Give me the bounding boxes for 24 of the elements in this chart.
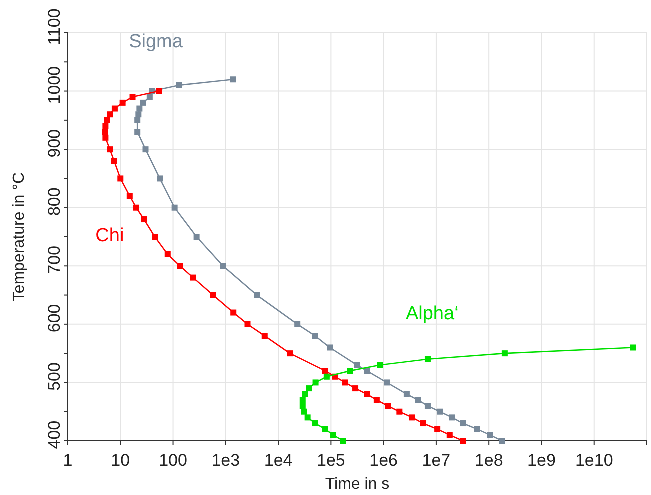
x-tick-label: 10	[111, 451, 130, 470]
y-tick-label: 400	[44, 420, 64, 450]
y-tick-label: 700	[44, 246, 64, 274]
y-tick-label: 800	[44, 188, 64, 216]
x-tick-label: 1e6	[370, 451, 398, 470]
y-axis-title: Temperature in °C	[11, 172, 28, 302]
y-tick-label: 1100	[44, 8, 64, 46]
y-tick-label: 500	[44, 362, 64, 391]
series-label: Sigma	[129, 31, 184, 52]
y-tick-label: 600	[44, 304, 64, 333]
x-tick-label: 1e9	[528, 451, 556, 470]
x-tick-label: 1e4	[264, 451, 293, 470]
x-axis-title: Time in s	[325, 476, 390, 493]
x-tick-label: 1e3	[212, 451, 240, 470]
x-tick-label: 1e5	[316, 451, 346, 470]
series-label: Chi	[96, 226, 124, 247]
y-tick-label: 900	[44, 129, 64, 158]
x-tick-label: 100	[159, 451, 188, 470]
x-tick-label: 1e8	[474, 451, 504, 470]
x-tick-label: 1e10	[575, 451, 614, 470]
x-tick-label: 1e7	[422, 451, 451, 470]
x-tick-label: 1	[63, 451, 73, 470]
series-label: Alpha‘	[406, 303, 459, 324]
y-tick-label: 1000	[44, 66, 64, 104]
